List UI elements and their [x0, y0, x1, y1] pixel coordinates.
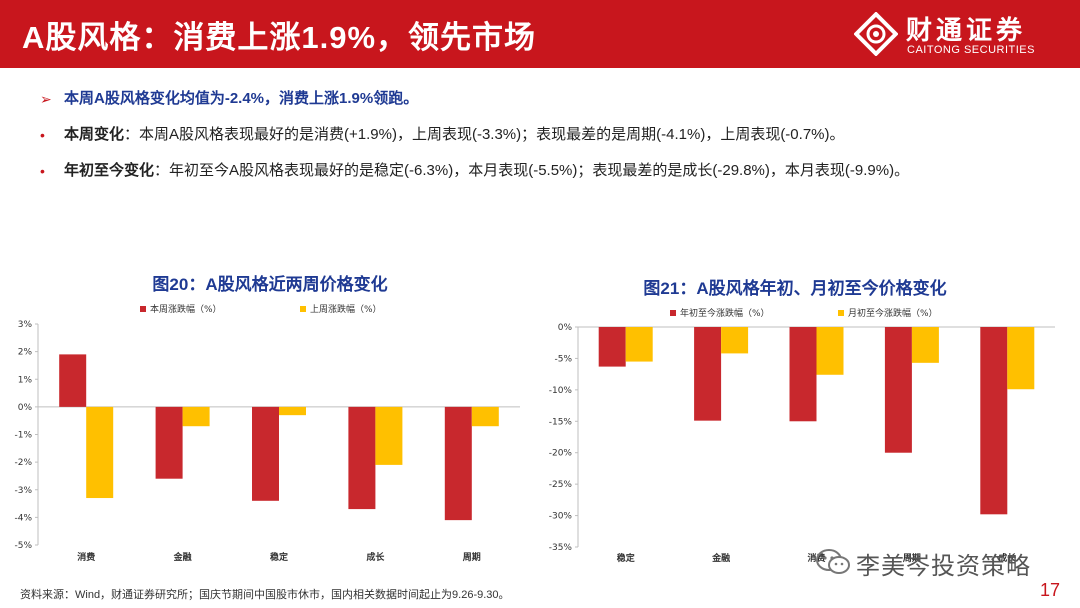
page-number: 17: [1040, 580, 1061, 600]
header-bar: A股风格：消费上涨1.9%，领先市场 财通证券 CAITONG SECURITI…: [0, 0, 1080, 68]
bar-secondary: [625, 327, 653, 362]
legend-swatch: [838, 310, 844, 316]
dot-bullet-icon: •: [40, 127, 45, 143]
y-tick-label: 0%: [558, 323, 573, 333]
category-label: 金融: [173, 551, 192, 563]
category-label: 金融: [711, 552, 730, 564]
category-label: 稳定: [270, 551, 289, 563]
bar-secondary: [471, 406, 499, 427]
y-tick-label: 3%: [18, 320, 33, 330]
bullet-key: 年初至今变化: [64, 162, 155, 179]
bar-secondary: [182, 406, 210, 427]
y-tick-label: -1%: [14, 431, 32, 441]
category-label: 成长: [998, 552, 1017, 564]
bar-primary: [59, 354, 87, 407]
y-tick-label: 0%: [18, 403, 33, 413]
bullet-key: 本周变化: [64, 126, 125, 143]
logo-text-en: CAITONG SECURITIES: [907, 44, 1035, 56]
y-tick-label: -15%: [549, 417, 573, 427]
watermark: 李美岑投资策略: [810, 542, 1060, 582]
legend-swatch: [670, 310, 676, 316]
logo-text-cn: 财通证券: [906, 15, 1027, 45]
legend-label: 本周涨跌幅（%）: [150, 303, 222, 315]
y-tick-label: -35%: [549, 543, 573, 553]
y-tick-label: 2%: [18, 348, 33, 358]
category-label: 稳定: [617, 552, 636, 564]
y-tick-label: -4%: [14, 513, 32, 523]
y-tick-label: 1%: [18, 375, 33, 385]
bar-secondary: [375, 406, 403, 465]
category-label: 成长: [366, 551, 385, 563]
bar-secondary: [86, 406, 114, 499]
page-title: A股风格：消费上涨1.9%，领先市场: [22, 20, 537, 55]
y-tick-label: -30%: [549, 512, 573, 522]
bar-primary: [348, 406, 376, 510]
y-tick-label: -2%: [14, 458, 32, 468]
category-label: 周期: [903, 552, 921, 564]
y-tick-label: -3%: [14, 486, 32, 496]
bar-primary: [598, 327, 626, 367]
legend-label: 月初至今涨跌幅（%）: [848, 307, 938, 319]
legend-swatch: [300, 306, 306, 312]
chart-title-right: 图21：A股风格年初、月初至今价格变化: [643, 279, 947, 298]
bar-primary: [980, 327, 1008, 515]
bar-primary: [789, 327, 817, 422]
source-note: 资料来源：Wind，财通证券研究所；国庆节期间中国股市休市，国内相关数据时间起止…: [20, 589, 510, 601]
bar-secondary: [279, 406, 306, 416]
bar-primary: [444, 406, 472, 521]
watermark-text: 李美岑投资策略: [856, 553, 1031, 580]
company-logo: 财通证券 CAITONG SECURITIES: [840, 6, 1072, 62]
y-tick-label: -25%: [549, 480, 573, 490]
y-tick-label: -5%: [14, 541, 32, 551]
legend-label: 上周涨跌幅（%）: [310, 303, 382, 315]
category-label: 消费: [77, 551, 95, 563]
bullet-text: ：年初至今A股风格表现最好的是稳定(-6.3%)，本月表现(-5.5%)；表现最…: [154, 162, 910, 179]
bullet-text: ：本周A股风格表现最好的是消费(+1.9%)，上周表现(-3.3%)；表现最差的…: [124, 126, 845, 143]
lead-bullet: ➢ 本周A股风格变化均值为-2.4%，消费上涨1.9%领跑。: [40, 88, 1060, 124]
y-tick-label: -10%: [549, 386, 573, 396]
y-tick-label: -5%: [554, 354, 572, 364]
arrow-bullet-icon: ➢: [40, 91, 52, 107]
bullet-item: • 年初至今变化：年初至今A股风格表现最好的是稳定(-6.3%)，本月表现(-5…: [40, 160, 1060, 196]
bar-secondary: [1007, 327, 1035, 390]
lead-text: 本周A股风格变化均值为-2.4%，消费上涨1.9%领跑。: [64, 90, 419, 107]
bullet-item: • 本周变化：本周A股风格表现最好的是消费(+1.9%)，上周表现(-3.3%)…: [40, 124, 1060, 160]
category-label: 周期: [463, 551, 481, 563]
bar-secondary: [911, 327, 939, 363]
bar-primary: [155, 406, 183, 479]
legend-swatch: [140, 306, 146, 312]
bar-secondary: [721, 327, 749, 354]
bar-primary: [884, 327, 912, 453]
chart-title-left: 图20：A股风格近两周价格变化: [152, 275, 388, 294]
bar-primary: [252, 406, 279, 501]
bar-secondary: [816, 327, 844, 375]
wechat-icon: [816, 549, 850, 574]
bullet-list: ➢ 本周A股风格变化均值为-2.4%，消费上涨1.9%领跑。 • 本周变化：本周…: [40, 88, 1060, 196]
y-tick-label: -20%: [549, 449, 573, 459]
legend-label: 年初至今涨跌幅（%）: [680, 307, 770, 319]
logo-icon: [854, 12, 898, 56]
bar-primary: [694, 327, 722, 421]
dot-bullet-icon: •: [40, 163, 45, 179]
